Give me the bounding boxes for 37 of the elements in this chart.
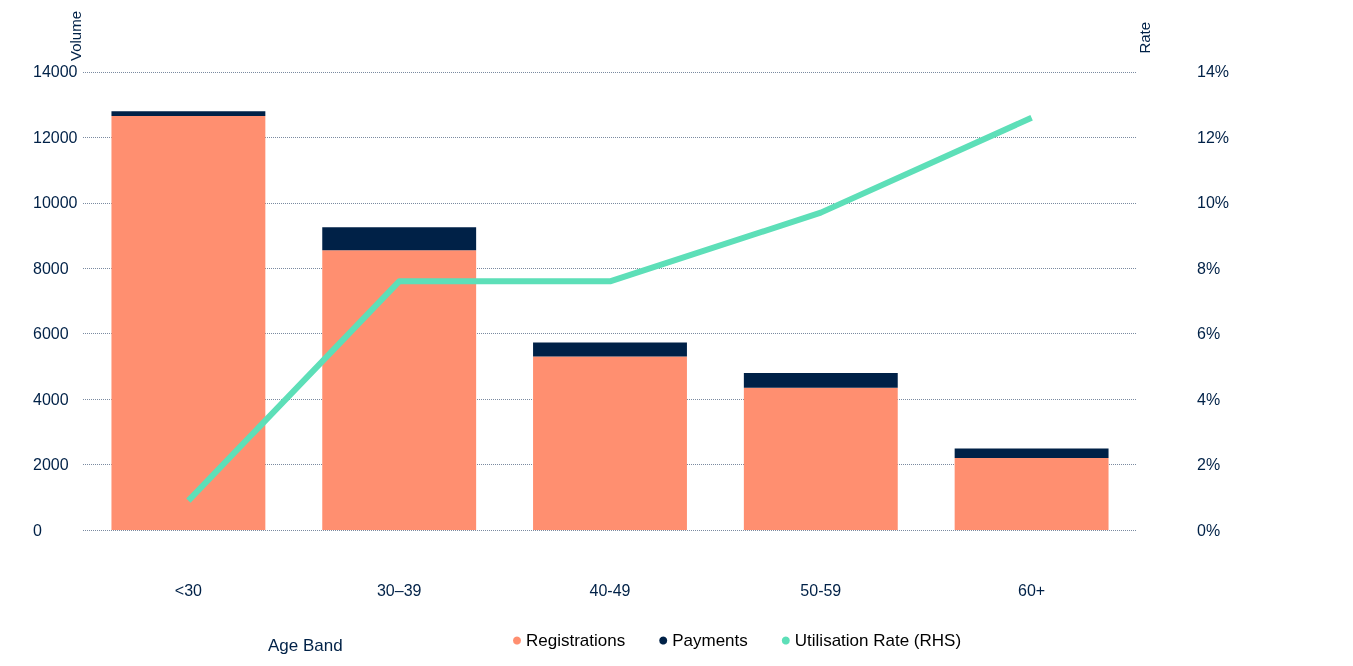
y-tick-label: 0	[33, 521, 42, 539]
y-tick-label: 2000	[33, 456, 69, 474]
x-tick-label: 60+	[1018, 581, 1046, 599]
x-tick-label: 30–39	[376, 581, 422, 599]
bar	[533, 356, 687, 530]
x-axis-title: Age Band	[268, 636, 343, 655]
y-axis-title: Volume	[67, 11, 84, 62]
y-tick-label: 10000	[33, 194, 78, 212]
y2-tick-label: 4%	[1197, 390, 1221, 408]
y-tick-label: 4000	[33, 390, 69, 408]
x-tick-label: 50-59	[800, 581, 842, 599]
legend-label: Utilisation Rate (RHS)	[794, 631, 962, 650]
y-tick-label: 12000	[33, 128, 78, 146]
bar	[743, 372, 898, 388]
bar	[743, 387, 898, 530]
y2-tick-label: 10%	[1197, 194, 1230, 212]
y2-axis-title: Rate	[1136, 21, 1153, 54]
bar	[533, 342, 687, 357]
y2-tick-label: 8%	[1197, 259, 1221, 277]
bar	[954, 458, 1109, 530]
y-tick-label: 14000	[33, 63, 78, 81]
bar	[322, 250, 477, 530]
x-tick-label: 40-49	[589, 581, 631, 599]
bar	[954, 448, 1109, 459]
bar	[322, 227, 477, 251]
x-tick-label: <30	[174, 581, 203, 599]
y2-tick-label: 6%	[1197, 325, 1221, 343]
y2-tick-label: 2%	[1197, 456, 1221, 474]
y2-tick-label: 12%	[1197, 128, 1230, 146]
y-tick-label: 6000	[33, 325, 69, 343]
bar	[111, 111, 266, 117]
legend-label: Payments	[672, 631, 748, 650]
legend-label: Registrations	[526, 631, 626, 650]
y2-tick-label: 14%	[1197, 63, 1230, 81]
y-tick-label: 8000	[33, 259, 69, 277]
bar	[111, 116, 266, 530]
y2-tick-label: 0%	[1197, 521, 1221, 539]
